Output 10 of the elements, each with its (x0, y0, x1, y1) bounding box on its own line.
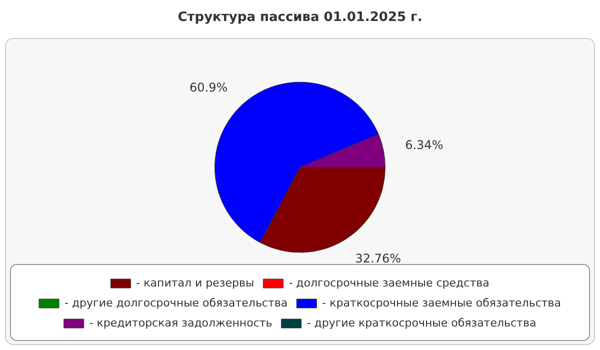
data-label: 32.76% (355, 251, 402, 266)
chart-title: Структура пассива 01.01.2025 г. (178, 10, 422, 26)
legend-label: - кредиторская задолженность (89, 316, 272, 330)
legend-label: - долгосрочные заемные средства (288, 276, 490, 290)
legend-label: - другие краткосрочные обязательства (306, 316, 536, 330)
data-label: 6.34% (405, 138, 444, 152)
legend-label: - краткосрочные заемные обязательства (322, 296, 562, 310)
data-label: 60.9% (190, 80, 228, 94)
legend-label: - капитал и резервы (136, 276, 254, 290)
legend-label: - другие долгосрочные обязательства (64, 296, 288, 310)
